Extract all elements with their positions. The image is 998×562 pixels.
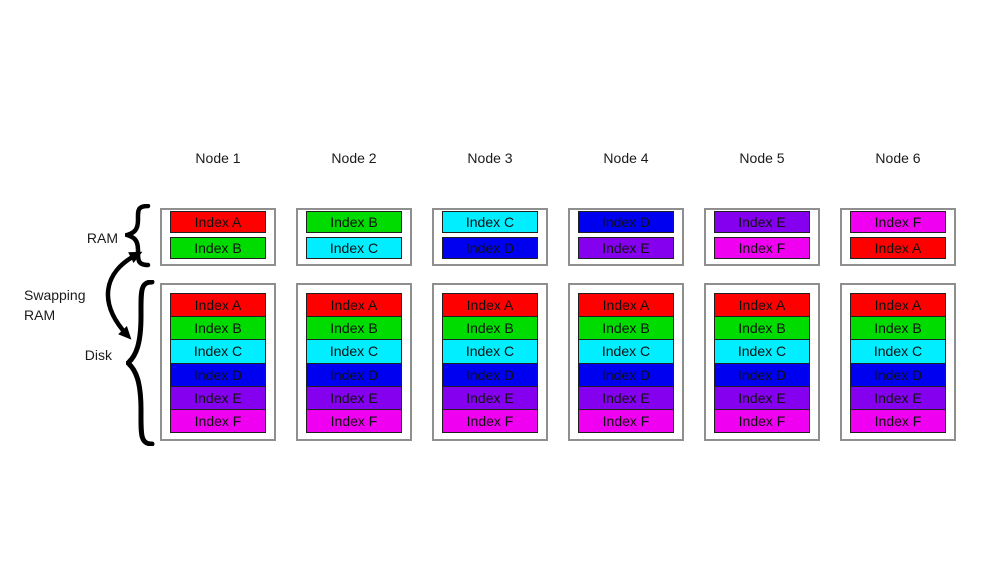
ram-index-bar: Index D bbox=[442, 237, 538, 259]
ram-box: Index A Index B bbox=[160, 208, 276, 266]
ram-index-bar: Index A bbox=[850, 237, 946, 259]
ram-box: Index F Index A bbox=[840, 208, 956, 266]
disk-box: Index A Index B Index C Index D Index E Index… bbox=[296, 283, 412, 441]
disk-index-bar: Index E bbox=[170, 385, 266, 410]
disk-index-bar: Index D bbox=[850, 362, 946, 387]
disk-index-bar: Index C bbox=[170, 339, 266, 364]
node-title: Node 1 bbox=[195, 150, 241, 166]
node-column: Node 5 Index E Index F Index A Index B Inde… bbox=[704, 150, 820, 441]
disk-index-bar: Index F bbox=[850, 408, 946, 434]
node-title: Node 4 bbox=[603, 150, 649, 166]
disk-index-bar: Index A bbox=[442, 293, 538, 318]
swap-arrow-icon bbox=[105, 251, 143, 340]
ram-index-bar: Index E bbox=[714, 211, 810, 233]
disk-index-bar: Index E bbox=[578, 385, 674, 410]
disk-index-bar: Index B bbox=[170, 316, 266, 341]
disk-index-bar: Index A bbox=[714, 293, 810, 318]
ram-box: Index D Index E bbox=[568, 208, 684, 266]
node-title: Node 3 bbox=[467, 150, 513, 166]
node-column: Node 2 Index B Index C Index A Index B Inde… bbox=[296, 150, 412, 441]
disk-index-bar: Index C bbox=[578, 339, 674, 364]
ram-index-bar: Index D bbox=[578, 211, 674, 233]
disk-index-bar: Index A bbox=[578, 293, 674, 318]
disk-box: Index A Index B Index C Index D Index E Index… bbox=[432, 283, 548, 441]
disk-index-bar: Index F bbox=[170, 408, 266, 434]
node-title: Node 2 bbox=[331, 150, 377, 166]
disk-index-bar: Index C bbox=[306, 339, 402, 364]
disk-index-bar: Index D bbox=[442, 362, 538, 387]
disk-brace bbox=[126, 280, 155, 446]
disk-index-bar: Index E bbox=[850, 385, 946, 410]
disk-index-bar: Index E bbox=[714, 385, 810, 410]
disk-box: Index A Index B Index C Index D Index E Index… bbox=[704, 283, 820, 441]
ram-index-bar: Index F bbox=[714, 237, 810, 259]
disk-index-bar: Index F bbox=[442, 408, 538, 434]
disk-box: Index A Index B Index C Index D Index E Index… bbox=[840, 283, 956, 441]
disk-index-bar: Index F bbox=[578, 408, 674, 434]
ram-index-bar: Index A bbox=[170, 211, 266, 233]
node-column: Node 4 Index D Index E Index A Index B Inde… bbox=[568, 150, 684, 441]
ram-index-bar: Index B bbox=[170, 237, 266, 259]
disk-box: Index A Index B Index C Index D Index E Index… bbox=[568, 283, 684, 441]
ram-index-bar: Index E bbox=[578, 237, 674, 259]
disk-index-bar: Index E bbox=[306, 385, 402, 410]
node-title: Node 5 bbox=[739, 150, 785, 166]
ram-index-bar: Index C bbox=[306, 237, 402, 259]
disk-index-bar: Index B bbox=[306, 316, 402, 341]
disk-label: Disk bbox=[84, 347, 112, 363]
disk-index-bar: Index A bbox=[170, 293, 266, 318]
disk-box: Index A Index B Index C Index D Index E Index… bbox=[160, 283, 276, 441]
disk-index-bar: Index C bbox=[850, 339, 946, 364]
disk-index-bar: Index A bbox=[306, 293, 402, 318]
disk-index-bar: Index C bbox=[442, 339, 538, 364]
disk-index-bar: Index F bbox=[714, 408, 810, 434]
ram-index-bar: Index C bbox=[442, 211, 538, 233]
disk-index-bar: Index D bbox=[578, 362, 674, 387]
swapping-ram-label: Swapping RAM bbox=[24, 287, 86, 324]
disk-index-bar: Index B bbox=[578, 316, 674, 341]
ram-box: Index B Index C bbox=[296, 208, 412, 266]
disk-index-bar: Index B bbox=[442, 316, 538, 341]
ram-label: RAM bbox=[86, 230, 118, 246]
node-column: Node 6 Index F Index A Index A Index B Inde… bbox=[840, 150, 956, 441]
nodes-row: Node 1 Index A Index B Index A Index B Inde… bbox=[160, 150, 956, 441]
node-column: Node 3 Index C Index D Index A Index B Inde… bbox=[432, 150, 548, 441]
ram-box: Index E Index F bbox=[704, 208, 820, 266]
disk-index-bar: Index B bbox=[850, 316, 946, 341]
ram-index-bar: Index F bbox=[850, 211, 946, 233]
disk-index-bar: Index E bbox=[442, 385, 538, 410]
node-title: Node 6 bbox=[875, 150, 921, 166]
disk-index-bar: Index D bbox=[306, 362, 402, 387]
disk-index-bar: Index C bbox=[714, 339, 810, 364]
ram-box: Index C Index D bbox=[432, 208, 548, 266]
node-column: Node 1 Index A Index B Index A Index B Inde… bbox=[160, 150, 276, 441]
ram-index-bar: Index B bbox=[306, 211, 402, 233]
disk-index-bar: Index D bbox=[714, 362, 810, 387]
disk-index-bar: Index F bbox=[306, 408, 402, 434]
disk-index-bar: Index D bbox=[170, 362, 266, 387]
disk-index-bar: Index B bbox=[714, 316, 810, 341]
disk-index-bar: Index A bbox=[850, 293, 946, 318]
